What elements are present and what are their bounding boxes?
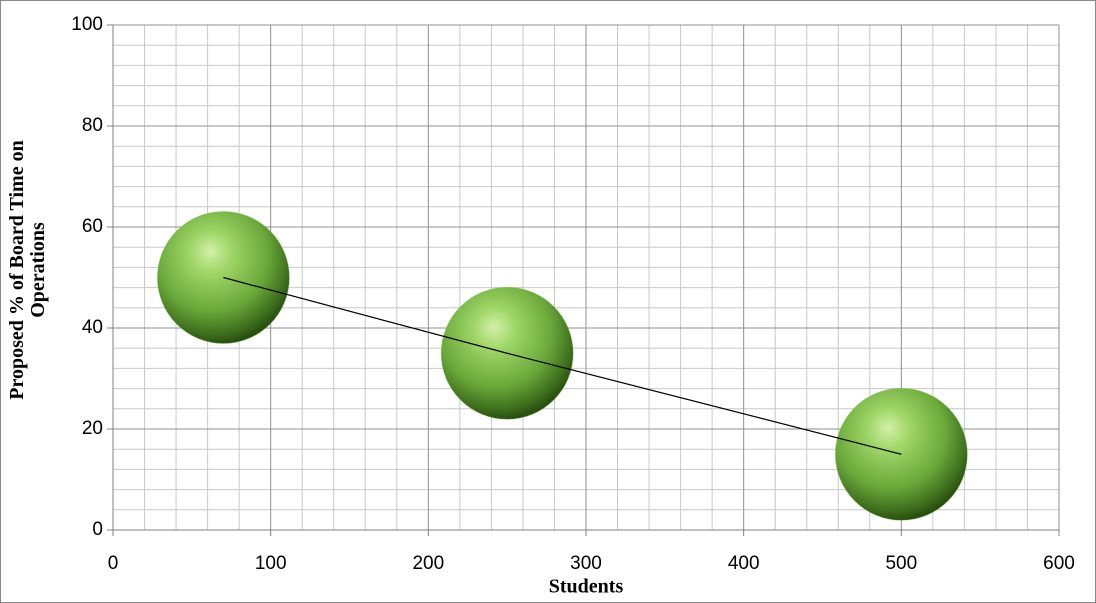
y-tick-label: 20 [82, 418, 103, 439]
y-tick-label: 100 [71, 14, 103, 35]
y-tick-label: 60 [82, 216, 103, 237]
y-axis-title: Proposed % of Board Time on Operations [6, 140, 49, 400]
y-tick-label: 40 [82, 317, 103, 338]
x-tick-label: 400 [728, 553, 760, 574]
y-tick-label: 80 [82, 115, 103, 136]
x-tick-label: 500 [885, 553, 917, 574]
x-axis-title: Students [549, 576, 624, 598]
x-tick-label: 600 [1043, 553, 1075, 574]
x-tick-label: 100 [255, 553, 287, 574]
x-tick-label: 200 [412, 553, 444, 574]
y-tick-label: 0 [92, 519, 103, 540]
series-line [223, 276, 902, 455]
x-tick-label: 0 [108, 553, 119, 574]
x-tick-label: 300 [570, 553, 602, 574]
